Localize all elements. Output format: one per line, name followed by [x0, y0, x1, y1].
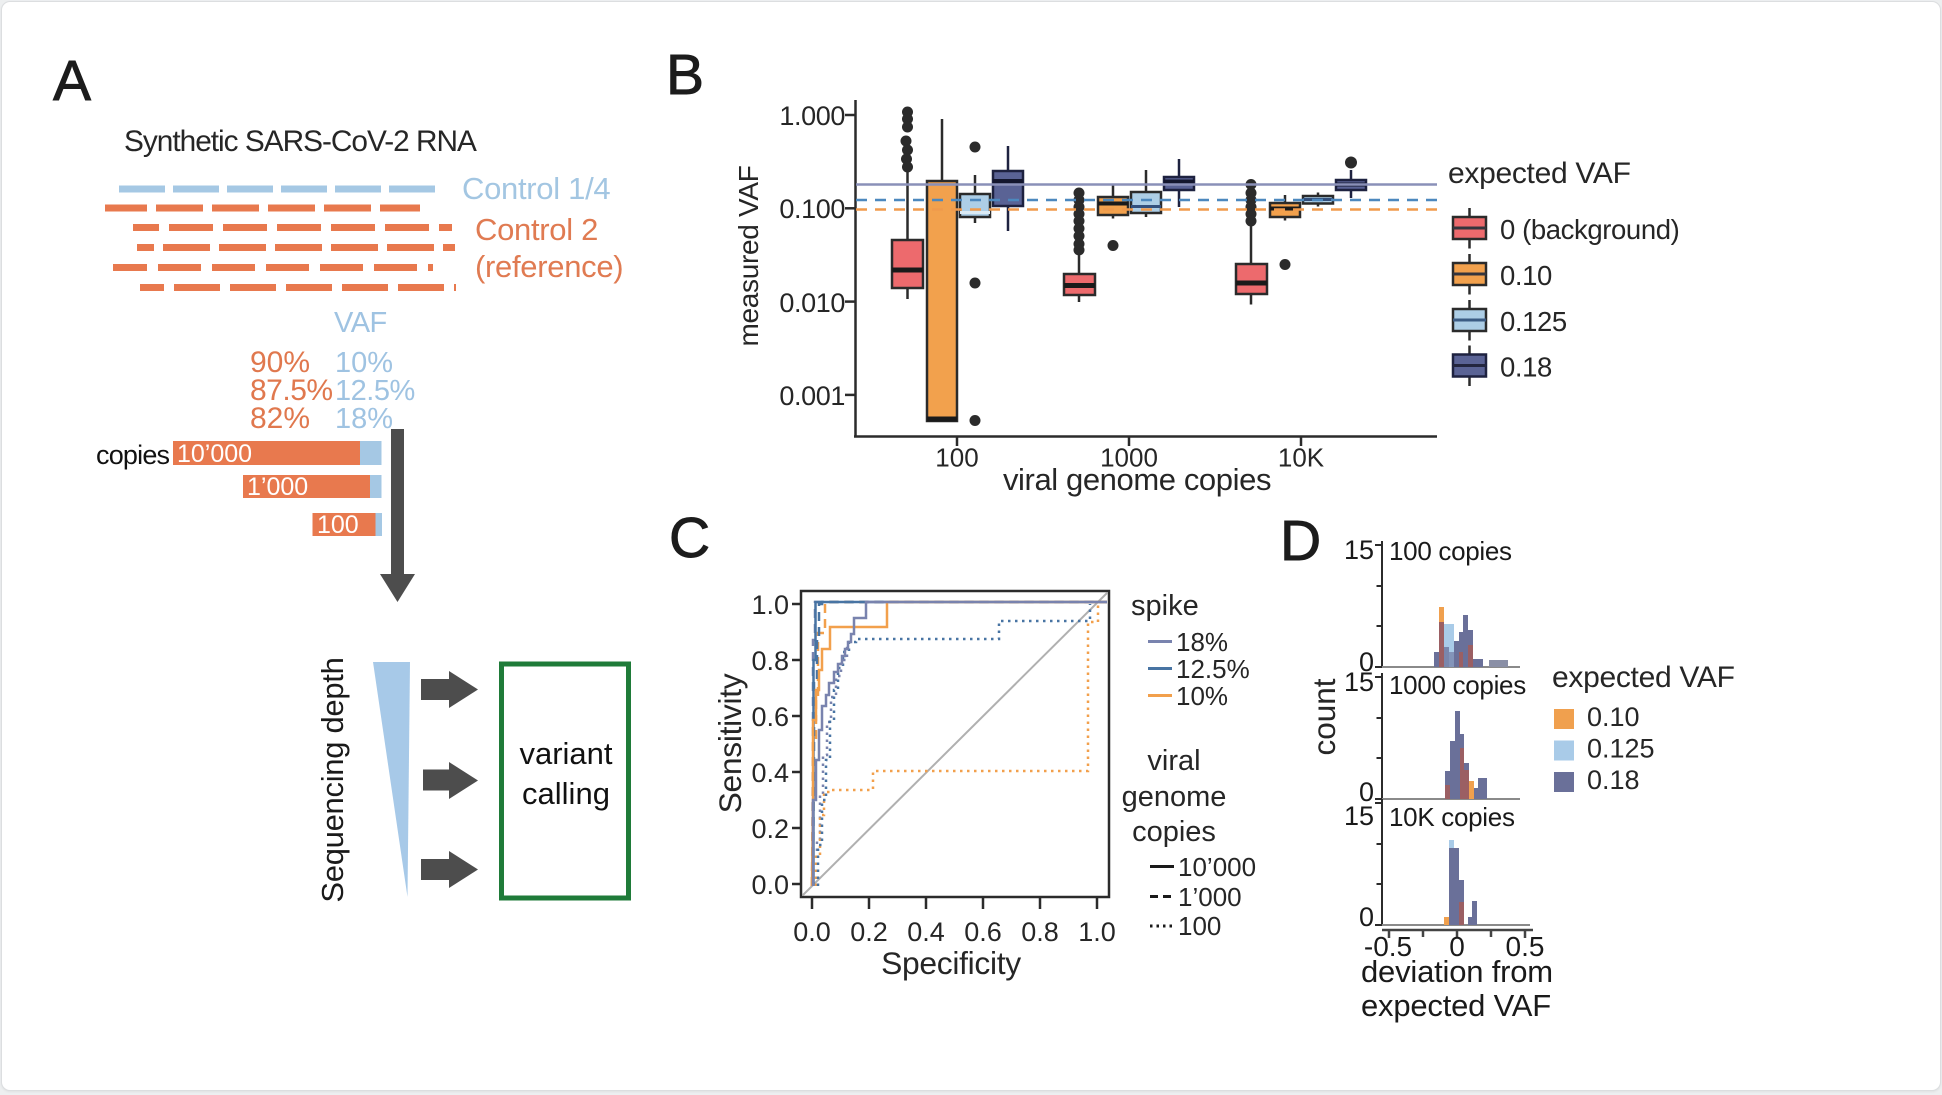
svg-text:0.6: 0.6	[964, 917, 1002, 947]
svg-text:10K copies: 10K copies	[1389, 802, 1515, 832]
svg-text:0.2: 0.2	[850, 917, 888, 947]
svg-text:0.4: 0.4	[907, 917, 945, 947]
svg-text:(reference): (reference)	[475, 249, 623, 284]
svg-text:1’000: 1’000	[1178, 882, 1242, 912]
svg-text:count: count	[1306, 678, 1342, 755]
svg-text:100 copies: 100 copies	[1389, 536, 1512, 566]
svg-text:0.6: 0.6	[751, 702, 789, 732]
svg-text:0.100: 0.100	[779, 194, 845, 224]
svg-text:0: 0	[1449, 931, 1465, 962]
svg-text:1000: 1000	[1100, 443, 1158, 473]
svg-text:1.000: 1.000	[779, 101, 845, 131]
svg-text:deviation from: deviation from	[1361, 954, 1553, 989]
svg-text:0.125: 0.125	[1500, 306, 1567, 337]
svg-text:0.4: 0.4	[751, 758, 789, 788]
svg-text:Sequencing depth: Sequencing depth	[315, 657, 350, 902]
svg-text:C: C	[669, 506, 710, 570]
svg-text:15: 15	[1344, 667, 1374, 697]
svg-text:copies: copies	[96, 440, 170, 470]
svg-text:expected VAF: expected VAF	[1361, 988, 1551, 1023]
svg-text:viral: viral	[1147, 745, 1200, 777]
svg-text:18%: 18%	[1176, 627, 1228, 657]
svg-text:0.010: 0.010	[779, 288, 845, 318]
svg-text:87.5%: 87.5%	[250, 374, 333, 407]
svg-text:10’000: 10’000	[177, 440, 252, 468]
svg-text:Control 2: Control 2	[475, 212, 598, 247]
svg-text:0.18: 0.18	[1587, 765, 1640, 795]
svg-text:measured VAF: measured VAF	[733, 165, 764, 346]
svg-text:0.10: 0.10	[1500, 260, 1552, 291]
svg-text:10%: 10%	[335, 347, 393, 379]
svg-text:Sensitivity: Sensitivity	[712, 673, 748, 813]
svg-text:0.10: 0.10	[1587, 702, 1640, 732]
svg-text:1’000: 1’000	[247, 473, 308, 501]
svg-text:calling: calling	[522, 776, 610, 811]
svg-text:15: 15	[1344, 801, 1374, 831]
svg-text:0.0: 0.0	[793, 917, 831, 947]
svg-text:B: B	[666, 43, 704, 107]
svg-text:expected VAF: expected VAF	[1552, 661, 1735, 694]
svg-text:0.0: 0.0	[751, 870, 789, 900]
svg-text:spike: spike	[1131, 590, 1199, 622]
svg-text:18%: 18%	[335, 403, 393, 435]
svg-text:10K: 10K	[1278, 443, 1325, 473]
svg-text:100: 100	[317, 511, 359, 539]
svg-text:1.0: 1.0	[751, 590, 789, 620]
svg-text:0.2: 0.2	[751, 814, 789, 844]
svg-text:variant: variant	[519, 736, 612, 771]
svg-text:1000 copies: 1000 copies	[1389, 670, 1526, 700]
svg-text:Control 1/4: Control 1/4	[462, 171, 610, 206]
svg-text:copies: copies	[1132, 816, 1216, 848]
svg-text:0.001: 0.001	[779, 381, 845, 411]
svg-text:0.5: 0.5	[1506, 931, 1545, 962]
svg-text:VAF: VAF	[334, 307, 387, 339]
svg-text:100: 100	[935, 443, 978, 473]
svg-text:-0.5: -0.5	[1364, 931, 1412, 962]
svg-text:10%: 10%	[1176, 681, 1228, 711]
svg-text:12.5%: 12.5%	[1176, 654, 1250, 684]
svg-text:10’000: 10’000	[1178, 852, 1256, 882]
svg-text:Synthetic SARS-CoV-2 RNA: Synthetic SARS-CoV-2 RNA	[124, 125, 477, 158]
svg-text:0.8: 0.8	[1021, 917, 1059, 947]
svg-text:D: D	[1280, 509, 1321, 573]
svg-text:Specificity: Specificity	[881, 945, 1021, 981]
svg-text:0 (background): 0 (background)	[1500, 214, 1679, 245]
svg-text:genome: genome	[1122, 781, 1227, 813]
svg-text:0: 0	[1359, 777, 1374, 807]
svg-text:0.18: 0.18	[1500, 352, 1552, 383]
svg-text:expected VAF: expected VAF	[1448, 157, 1631, 190]
svg-text:82%: 82%	[250, 402, 310, 435]
svg-text:0: 0	[1359, 647, 1374, 677]
svg-text:100: 100	[1178, 911, 1221, 941]
svg-text:A: A	[53, 49, 91, 113]
svg-text:0.125: 0.125	[1587, 734, 1655, 764]
svg-text:15: 15	[1344, 535, 1374, 565]
svg-text:12.5%: 12.5%	[335, 375, 415, 407]
svg-text:90%: 90%	[250, 346, 310, 379]
svg-text:viral genome copies: viral genome copies	[1003, 462, 1271, 497]
svg-text:0: 0	[1359, 902, 1374, 932]
svg-text:0.8: 0.8	[751, 646, 789, 676]
svg-text:1.0: 1.0	[1078, 917, 1116, 947]
